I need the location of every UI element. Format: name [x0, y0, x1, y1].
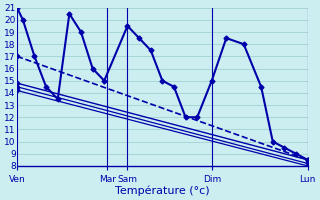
X-axis label: Température (°c): Température (°c)	[115, 185, 210, 196]
